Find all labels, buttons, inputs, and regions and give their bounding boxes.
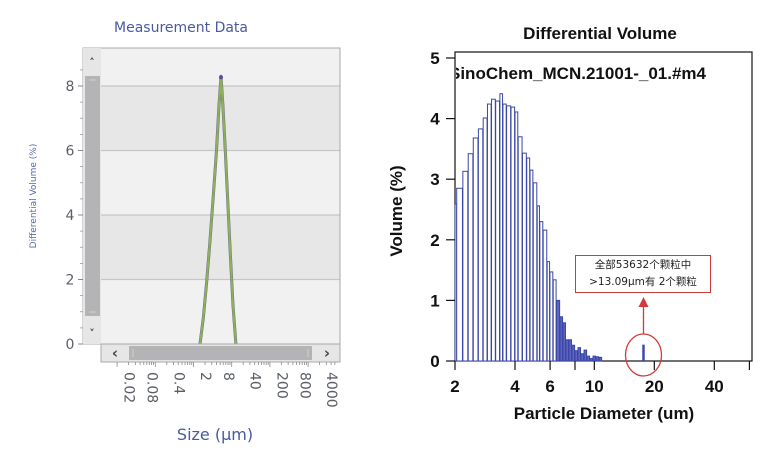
- measurement-curve: [198, 75, 237, 345]
- left-chart-title: Measurement Data: [114, 20, 248, 36]
- histogram-bar: [506, 105, 512, 362]
- histogram-bar: [555, 299, 561, 362]
- histogram-bar: [517, 136, 523, 362]
- histogram-bar: [477, 128, 484, 362]
- histogram-bar: [577, 347, 582, 362]
- scroll-up-icon[interactable]: ˄: [89, 56, 95, 69]
- y-tick-label: 6: [66, 144, 75, 160]
- histogram-bar: [539, 221, 544, 362]
- x-tick-label: 2: [197, 372, 213, 381]
- histogram-bar: [536, 205, 540, 362]
- histogram-bar: [559, 316, 564, 362]
- y-tick-label: 0: [66, 337, 75, 353]
- x-tick-label: 40: [247, 372, 263, 390]
- histogram-bar: [526, 157, 531, 362]
- y-tick-label: 8: [66, 79, 75, 95]
- plot-band: [101, 215, 340, 280]
- histogram-bar: [456, 187, 463, 362]
- y-tick-label: 4: [430, 110, 440, 129]
- histogram-bar: [589, 358, 594, 362]
- annotation-line-1: 全部53632个颗粒中: [594, 259, 692, 271]
- histogram-bar: [521, 152, 527, 362]
- x-tick-label: 0.4: [170, 372, 186, 394]
- right-y-axis-label: Volume (%): [387, 165, 406, 256]
- histogram-bar: [595, 356, 600, 362]
- y-tick-label: 2: [66, 273, 75, 289]
- right-chart: Differential Volume SinoChem_MCN.21001-_…: [387, 24, 753, 423]
- histogram-bar: [549, 271, 554, 362]
- histogram-bar: [495, 100, 500, 362]
- y-tick-label: 0: [430, 352, 439, 371]
- histogram-bar: [562, 322, 566, 362]
- annotation-box: 全部53632个颗粒中 >13.09µm有 2个颗粒: [575, 255, 711, 293]
- x-tick-label: 20: [645, 377, 664, 396]
- horizontal-scrollbar[interactable]: ‹ ›: [100, 343, 341, 363]
- histogram-bar: [580, 353, 585, 362]
- histogram-bar: [574, 350, 579, 362]
- x-tick-label: 40: [705, 377, 724, 396]
- histogram-bar: [542, 229, 548, 362]
- scroll-left-icon[interactable]: ‹: [112, 344, 118, 362]
- arrow-head-icon: [638, 297, 649, 307]
- vertical-scrollbar[interactable]: ˄ ˅: [83, 48, 101, 344]
- histogram-bar: [552, 279, 557, 362]
- histogram-bar: [598, 356, 603, 362]
- histogram-bar: [491, 98, 496, 362]
- annotation-callout: [624, 297, 663, 377]
- x-tick-label: 0.08: [144, 372, 160, 403]
- horizontal-scroll-thumb[interactable]: [129, 346, 312, 360]
- right-chart-title: Differential Volume: [523, 24, 677, 43]
- histogram-bar: [502, 103, 507, 362]
- y-tick-label: 4: [66, 208, 75, 224]
- histogram-bar: [514, 111, 519, 362]
- left-y-axis-label: Differential Volume (%): [29, 144, 39, 249]
- histogram-bar: [568, 339, 573, 362]
- histogram-bar: [583, 349, 588, 362]
- y-tick-label: 3: [430, 170, 439, 189]
- outlier-bar: [642, 344, 645, 361]
- x-tick-label: 2: [450, 377, 459, 396]
- histogram-bar: [510, 106, 516, 362]
- histogram-bar: [571, 344, 576, 362]
- y-tick-label: 2: [430, 231, 439, 250]
- histogram-bar: [529, 169, 534, 362]
- x-tick-label: 4: [510, 377, 520, 396]
- x-tick-label: 8: [220, 372, 236, 381]
- scroll-right-icon[interactable]: ›: [324, 344, 330, 362]
- histogram-bar: [565, 339, 570, 362]
- x-tick-label: 800: [296, 372, 312, 399]
- annotation-line-2: >13.09µm有 2个颗粒: [589, 276, 697, 288]
- histogram-bar: [586, 355, 591, 362]
- x-tick-label: 4000: [323, 372, 339, 408]
- y-tick-label: 1: [430, 291, 439, 310]
- histogram-bar: [486, 103, 492, 362]
- x-tick-label: 200: [273, 372, 289, 399]
- histogram-bar: [467, 153, 474, 362]
- chart-legend: SinoChem_MCN.21001-_01.#m4: [449, 64, 707, 83]
- scroll-down-icon[interactable]: ˅: [89, 327, 95, 340]
- histogram-bar: [546, 261, 551, 362]
- histogram-bar: [532, 182, 538, 362]
- peak-marker: [219, 75, 224, 80]
- right-x-axis-label: Particle Diameter (um): [514, 404, 694, 423]
- histogram-bar: [499, 93, 504, 362]
- x-tick-label: 6: [545, 377, 554, 396]
- vertical-scroll-thumb[interactable]: [85, 76, 100, 316]
- x-tick-label: 10: [585, 377, 604, 396]
- histogram-bar: [472, 137, 479, 362]
- x-tick-label: 0.02: [121, 372, 137, 403]
- histogram-bar: [462, 170, 469, 362]
- histogram-bar: [592, 355, 597, 362]
- histogram-bar: [482, 117, 488, 362]
- y-tick-label: 5: [430, 49, 439, 68]
- left-x-axis-label: Size (µm): [177, 425, 253, 444]
- left-chart: Measurement Data Differential Volume (%)…: [29, 20, 341, 444]
